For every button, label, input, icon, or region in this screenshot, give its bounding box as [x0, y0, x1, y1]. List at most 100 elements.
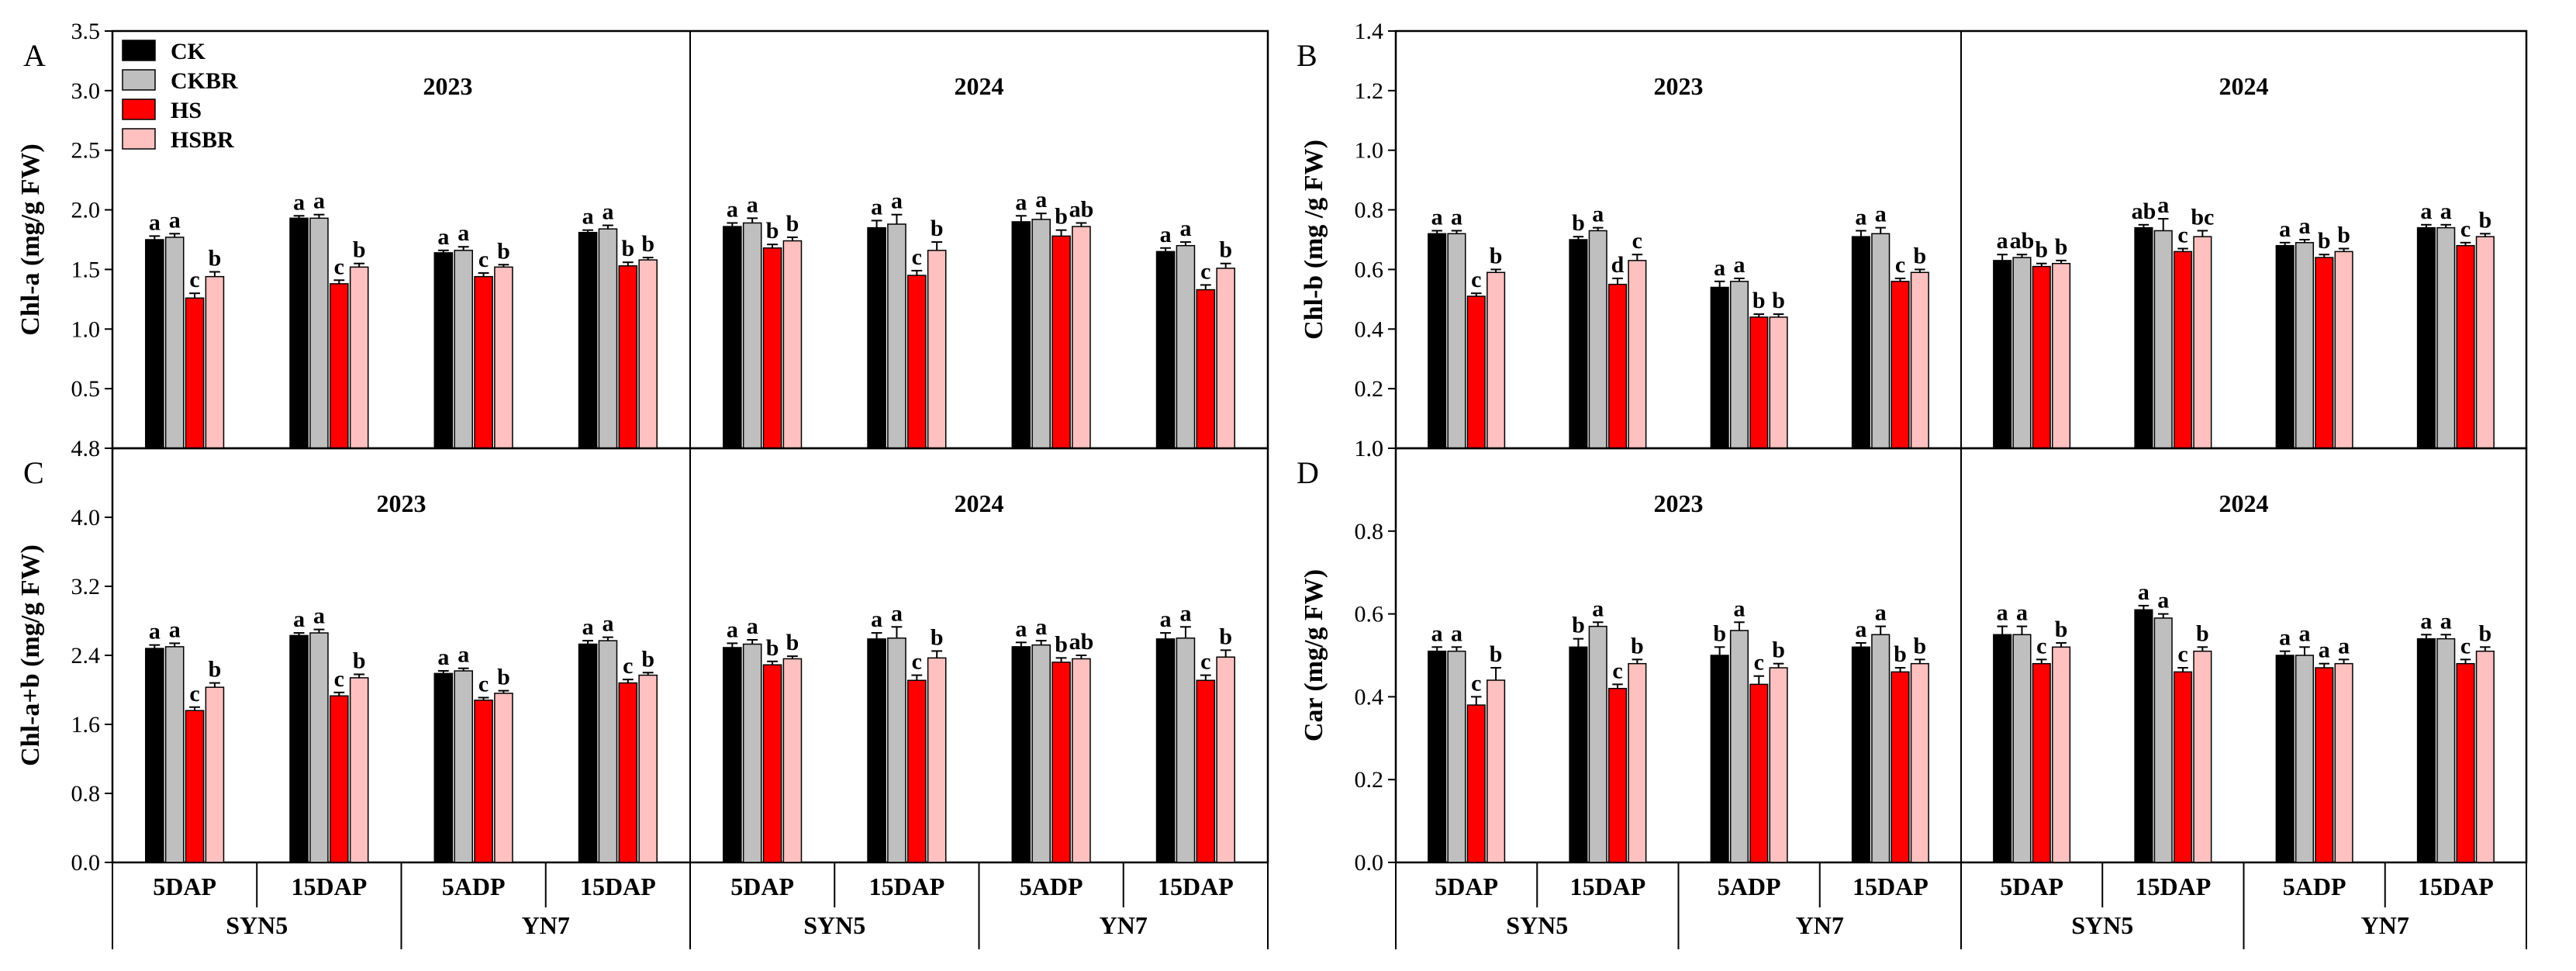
significance-letter: b	[931, 216, 944, 241]
x-category-label: 15DAP	[868, 873, 944, 900]
significance-letter: a	[437, 224, 449, 250]
significance-letter: a	[2420, 608, 2432, 634]
y-tick-label: 0.2	[1355, 767, 1384, 793]
x-category-label: 15DAP	[291, 873, 367, 900]
bar-hs	[618, 265, 638, 449]
bar-ckbr	[1447, 233, 1466, 449]
bar-ck	[433, 252, 454, 449]
significance-letter: b	[353, 648, 366, 673]
bar-hs	[1051, 662, 1071, 863]
x-category-label: 15DAP	[2135, 873, 2211, 900]
bar-ck	[1155, 251, 1176, 449]
significance-letter: c	[478, 672, 489, 697]
significance-letter: c	[1200, 258, 1210, 284]
bar-ck	[289, 634, 309, 863]
bar-hs	[2173, 671, 2193, 863]
x-cultivar-label: YN7	[2361, 911, 2409, 939]
significance-letter: a	[1592, 596, 1604, 621]
significance-letter: a	[1451, 620, 1462, 646]
legend-swatch-ckbr	[122, 69, 156, 91]
y-tick-label: 0.6	[1355, 257, 1384, 282]
bar-ck	[1011, 221, 1031, 449]
x-category-label: 5ADP	[1718, 873, 1781, 900]
bar-hs	[1891, 281, 1910, 449]
legend-swatch-hs	[122, 98, 156, 120]
bar-hsbr	[1216, 656, 1235, 863]
bar-ckbr	[887, 638, 906, 863]
bar-hs	[907, 679, 927, 863]
bar-ckbr	[1031, 219, 1051, 449]
significance-letter: a	[2279, 625, 2291, 651]
y-tick-label: 1.2	[1355, 78, 1384, 104]
year-label: 2023	[1654, 72, 1704, 100]
significance-letter: b	[766, 635, 779, 661]
significance-letter: a	[602, 611, 613, 637]
significance-letter: ab	[1069, 196, 1094, 222]
significance-letter: c	[623, 653, 633, 679]
bar-ck	[289, 217, 309, 449]
bar-hs	[1196, 289, 1216, 449]
significance-letter: a	[871, 194, 882, 219]
y-tick-label: 3.5	[71, 19, 101, 44]
bar-hsbr	[927, 250, 947, 449]
significance-letter: a	[727, 617, 738, 642]
significance-letter: b	[2196, 620, 2209, 646]
year-label: 2024	[2219, 72, 2269, 100]
legend-label: CKBR	[171, 68, 238, 94]
bar-hsbr	[2475, 236, 2495, 449]
bar-hs	[1891, 671, 1910, 863]
significance-letter: b	[1913, 633, 1926, 658]
y-axis-label: Car (mg/g FW)	[1300, 569, 1328, 741]
significance-letter: b	[353, 237, 366, 263]
bar-ck	[2416, 638, 2436, 863]
bar-ck	[1428, 650, 1447, 863]
significance-letter: a	[313, 188, 325, 214]
bar-ckbr	[2012, 634, 2032, 863]
significance-letter: a	[1875, 202, 1887, 227]
bar-hsbr	[2193, 650, 2212, 863]
x-category-label: 15DAP	[2418, 873, 2494, 900]
legend-label: CK	[171, 39, 206, 64]
significance-letter: a	[1997, 228, 2008, 254]
significance-letter: c	[478, 247, 489, 272]
significance-letter: c	[1895, 252, 1905, 278]
bar-ckbr	[1176, 638, 1196, 863]
x-cultivar-label: SYN5	[803, 911, 865, 939]
x-category-label: 15DAP	[580, 873, 656, 900]
bar-ckbr	[742, 643, 762, 863]
panel-letter: C	[23, 455, 44, 490]
bar-ckbr	[1447, 650, 1466, 863]
bar-ck	[2416, 226, 2436, 449]
bar-ckbr	[2153, 617, 2173, 863]
y-tick-label: 0.0	[71, 850, 101, 876]
significance-letter: a	[169, 617, 181, 642]
bar-ckbr	[2436, 638, 2456, 863]
significance-letter: b	[497, 665, 510, 690]
significance-letter: a	[1035, 614, 1047, 640]
bar-hsbr	[349, 266, 369, 449]
bar-hs	[185, 710, 205, 863]
bar-ck	[867, 226, 886, 449]
bar-hs	[762, 664, 782, 863]
significance-letter: a	[2138, 579, 2150, 605]
significance-letter: b	[2035, 237, 2048, 263]
significance-letter: a	[458, 642, 469, 668]
significance-letter: a	[313, 603, 325, 629]
bar-hs	[1466, 704, 1486, 863]
year-label: 2023	[423, 72, 473, 100]
bar-hs	[474, 700, 493, 863]
significance-letter: a	[1431, 620, 1443, 646]
legend-swatch-hsbr	[122, 128, 156, 150]
significance-letter: bc	[2191, 204, 2214, 230]
significance-letter: a	[437, 644, 449, 670]
significance-letter: c	[2460, 633, 2471, 658]
bar-ck	[1851, 646, 1870, 863]
significance-letter: ab	[2010, 228, 2035, 254]
legend-label: HS	[171, 98, 202, 123]
y-tick-label: 1.0	[71, 316, 101, 342]
bar-ckbr	[887, 223, 906, 449]
bar-ck	[723, 226, 742, 449]
bar-ckbr	[742, 222, 762, 449]
y-tick-label: 1.4	[1355, 19, 1384, 44]
significance-letter: b	[2055, 617, 2068, 642]
